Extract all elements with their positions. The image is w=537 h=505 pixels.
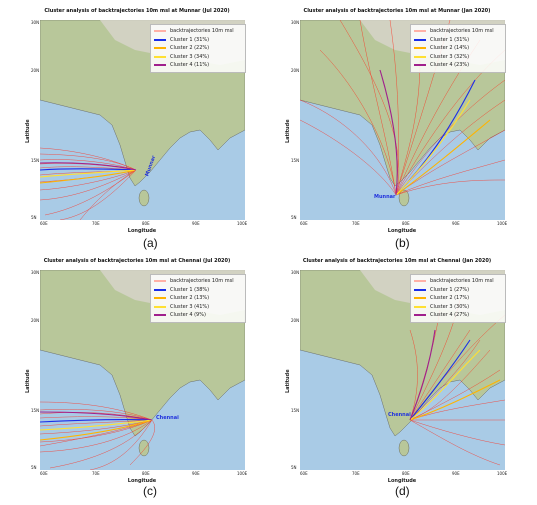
y-tick: 5N (31, 465, 37, 470)
legend-cluster-4: Cluster 4 (27%) (414, 311, 502, 320)
y-tick: 30N (291, 20, 300, 25)
x-tick: 80E (142, 471, 150, 476)
x-axis-label: Longitude (127, 478, 157, 484)
x-axis-label: Longitude (387, 478, 417, 484)
legend-cluster-2: Cluster 2 (13%) (154, 294, 242, 303)
legend-cluster-1: Cluster 1 (31%) (414, 36, 502, 45)
x-tick: 60E (300, 221, 308, 226)
legend-traj: backtrajectories 10m msl (154, 27, 242, 36)
legend-traj: backtrajectories 10m msl (154, 277, 242, 286)
caption-a: (a) (143, 236, 158, 250)
y-axis-label: Latitude (25, 119, 31, 143)
y-tick: 15N (31, 408, 40, 413)
cluster-means (409, 329, 501, 421)
legend: backtrajectories 10m msl Cluster 1 (27%)… (410, 274, 506, 323)
sri-lanka (398, 439, 410, 457)
city-label: Munnar (374, 194, 396, 200)
x-tick: 60E (40, 221, 48, 226)
y-axis-label: Latitude (285, 119, 291, 143)
x-tick: 90E (452, 471, 460, 476)
legend-cluster-4: Cluster 4 (9%) (154, 311, 242, 320)
legend-cluster-2: Cluster 2 (22%) (154, 44, 242, 53)
x-tick: 100E (237, 221, 248, 226)
y-tick: 20N (291, 68, 300, 73)
legend-traj: backtrajectories 10m msl (414, 27, 502, 36)
x-tick: 70E (92, 471, 100, 476)
panel-a: Cluster analysis of backtrajectories 10m… (22, 8, 252, 238)
y-axis-label: Latitude (285, 369, 291, 393)
x-tick: 80E (142, 221, 150, 226)
y-tick: 30N (31, 270, 40, 275)
y-tick: 5N (31, 215, 37, 220)
legend-cluster-3: Cluster 3 (30%) (414, 303, 502, 312)
y-tick: 20N (31, 68, 40, 73)
panel-title: Cluster analysis of backtrajectories 10m… (44, 8, 230, 14)
x-tick: 100E (497, 471, 508, 476)
panel-title: Cluster analysis of backtrajectories 10m… (43, 258, 231, 264)
y-tick: 15N (291, 408, 300, 413)
panel-b: Cluster analysis of backtrajectories 10m… (282, 8, 512, 238)
x-tick: 100E (237, 471, 248, 476)
y-tick: 30N (291, 270, 300, 275)
legend-cluster-1: Cluster 1 (38%) (154, 286, 242, 295)
caption-b: (b) (395, 236, 410, 250)
legend-cluster-4: Cluster 4 (23%) (414, 61, 502, 70)
y-tick: 5N (291, 215, 297, 220)
cluster-means (379, 69, 491, 196)
x-tick: 100E (497, 221, 508, 226)
legend-traj: backtrajectories 10m msl (414, 277, 502, 286)
x-tick: 70E (92, 221, 100, 226)
legend-cluster-1: Cluster 1 (31%) (154, 36, 242, 45)
y-axis-label: Latitude (25, 369, 31, 393)
caption-c: (c) (143, 484, 157, 498)
legend-cluster-4: Cluster 4 (11%) (154, 61, 242, 70)
legend-cluster-3: Cluster 3 (41%) (154, 303, 242, 312)
legend: backtrajectories 10m msl Cluster 1 (31%)… (410, 24, 506, 73)
x-tick: 70E (352, 471, 360, 476)
sri-lanka (138, 439, 150, 457)
sri-lanka (138, 189, 150, 207)
x-tick: 90E (452, 221, 460, 226)
y-tick: 20N (31, 318, 40, 323)
panel-d: Cluster analysis of backtrajectories 10m… (282, 258, 512, 488)
x-tick: 80E (402, 221, 410, 226)
legend: backtrajectories 10m msl Cluster 1 (31%)… (150, 24, 246, 73)
legend-cluster-2: Cluster 2 (14%) (414, 44, 502, 53)
y-tick: 15N (31, 158, 40, 163)
x-tick: 70E (352, 221, 360, 226)
x-tick: 90E (192, 471, 200, 476)
legend-cluster-3: Cluster 3 (32%) (414, 53, 502, 62)
x-tick: 90E (192, 221, 200, 226)
legend-cluster-1: Cluster 1 (27%) (414, 286, 502, 295)
x-tick: 60E (300, 471, 308, 476)
x-axis-label: Longitude (387, 228, 417, 234)
caption-d: (d) (395, 484, 410, 498)
trajectories (40, 401, 155, 470)
legend-cluster-2: Cluster 2 (17%) (414, 294, 502, 303)
cluster-means (40, 162, 137, 184)
city-label: Chennai (388, 412, 411, 418)
y-tick: 5N (291, 465, 297, 470)
y-tick: 20N (291, 318, 300, 323)
legend-cluster-3: Cluster 3 (34%) (154, 53, 242, 62)
y-tick: 30N (31, 20, 40, 25)
panel-title: Cluster analysis of backtrajectories 10m… (302, 258, 492, 264)
sri-lanka (398, 189, 410, 207)
x-tick: 80E (402, 471, 410, 476)
legend: backtrajectories 10m msl Cluster 1 (38%)… (150, 274, 246, 323)
x-tick: 60E (40, 471, 48, 476)
panel-c: Cluster analysis of backtrajectories 10m… (22, 258, 252, 488)
cluster-means (40, 411, 153, 441)
panel-title: Cluster analysis of backtrajectories 10m… (303, 8, 491, 14)
y-tick: 15N (291, 158, 300, 163)
x-axis-label: Longitude (127, 228, 157, 234)
city-label: Chennai (156, 415, 179, 421)
